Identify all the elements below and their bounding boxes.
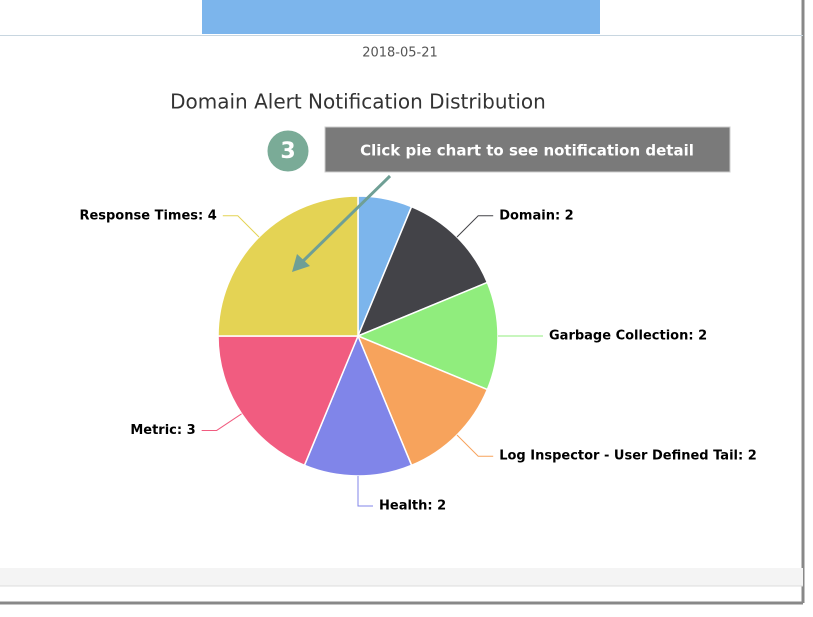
callout-text: Click pie chart to see notification deta… xyxy=(360,142,694,160)
label-connector xyxy=(456,215,494,238)
slice-label: Domain: 2 xyxy=(499,208,574,223)
step-badge xyxy=(264,127,312,175)
slice-label: Log Inspector - User Defined Tail: 2 xyxy=(499,449,757,464)
pie-slice[interactable] xyxy=(217,195,359,337)
callout-box xyxy=(324,126,731,173)
slice-label: Metric: 3 xyxy=(130,423,195,438)
label-connector xyxy=(357,476,373,507)
callout-arrow xyxy=(298,174,392,266)
pie-slice[interactable] xyxy=(217,335,360,467)
label-connector xyxy=(222,215,260,238)
label-connector xyxy=(456,434,494,457)
arrow-head xyxy=(292,254,310,272)
slice-label: Health: 2 xyxy=(379,499,446,514)
label-connector xyxy=(201,413,242,431)
date: 2018-05-21 xyxy=(362,46,438,61)
chart-title: Domain Alert Notification Distribution xyxy=(170,90,546,114)
pie[interactable]: Domain: 2 Garbage Collection: 2 Log Inspec… xyxy=(79,195,757,514)
top-tab[interactable] xyxy=(202,0,600,34)
slice-label: Response Times: 4 xyxy=(79,208,216,223)
step-number: 3 xyxy=(280,139,295,164)
footer-strip xyxy=(0,568,803,586)
slice-label: Garbage Collection: 2 xyxy=(549,329,707,344)
